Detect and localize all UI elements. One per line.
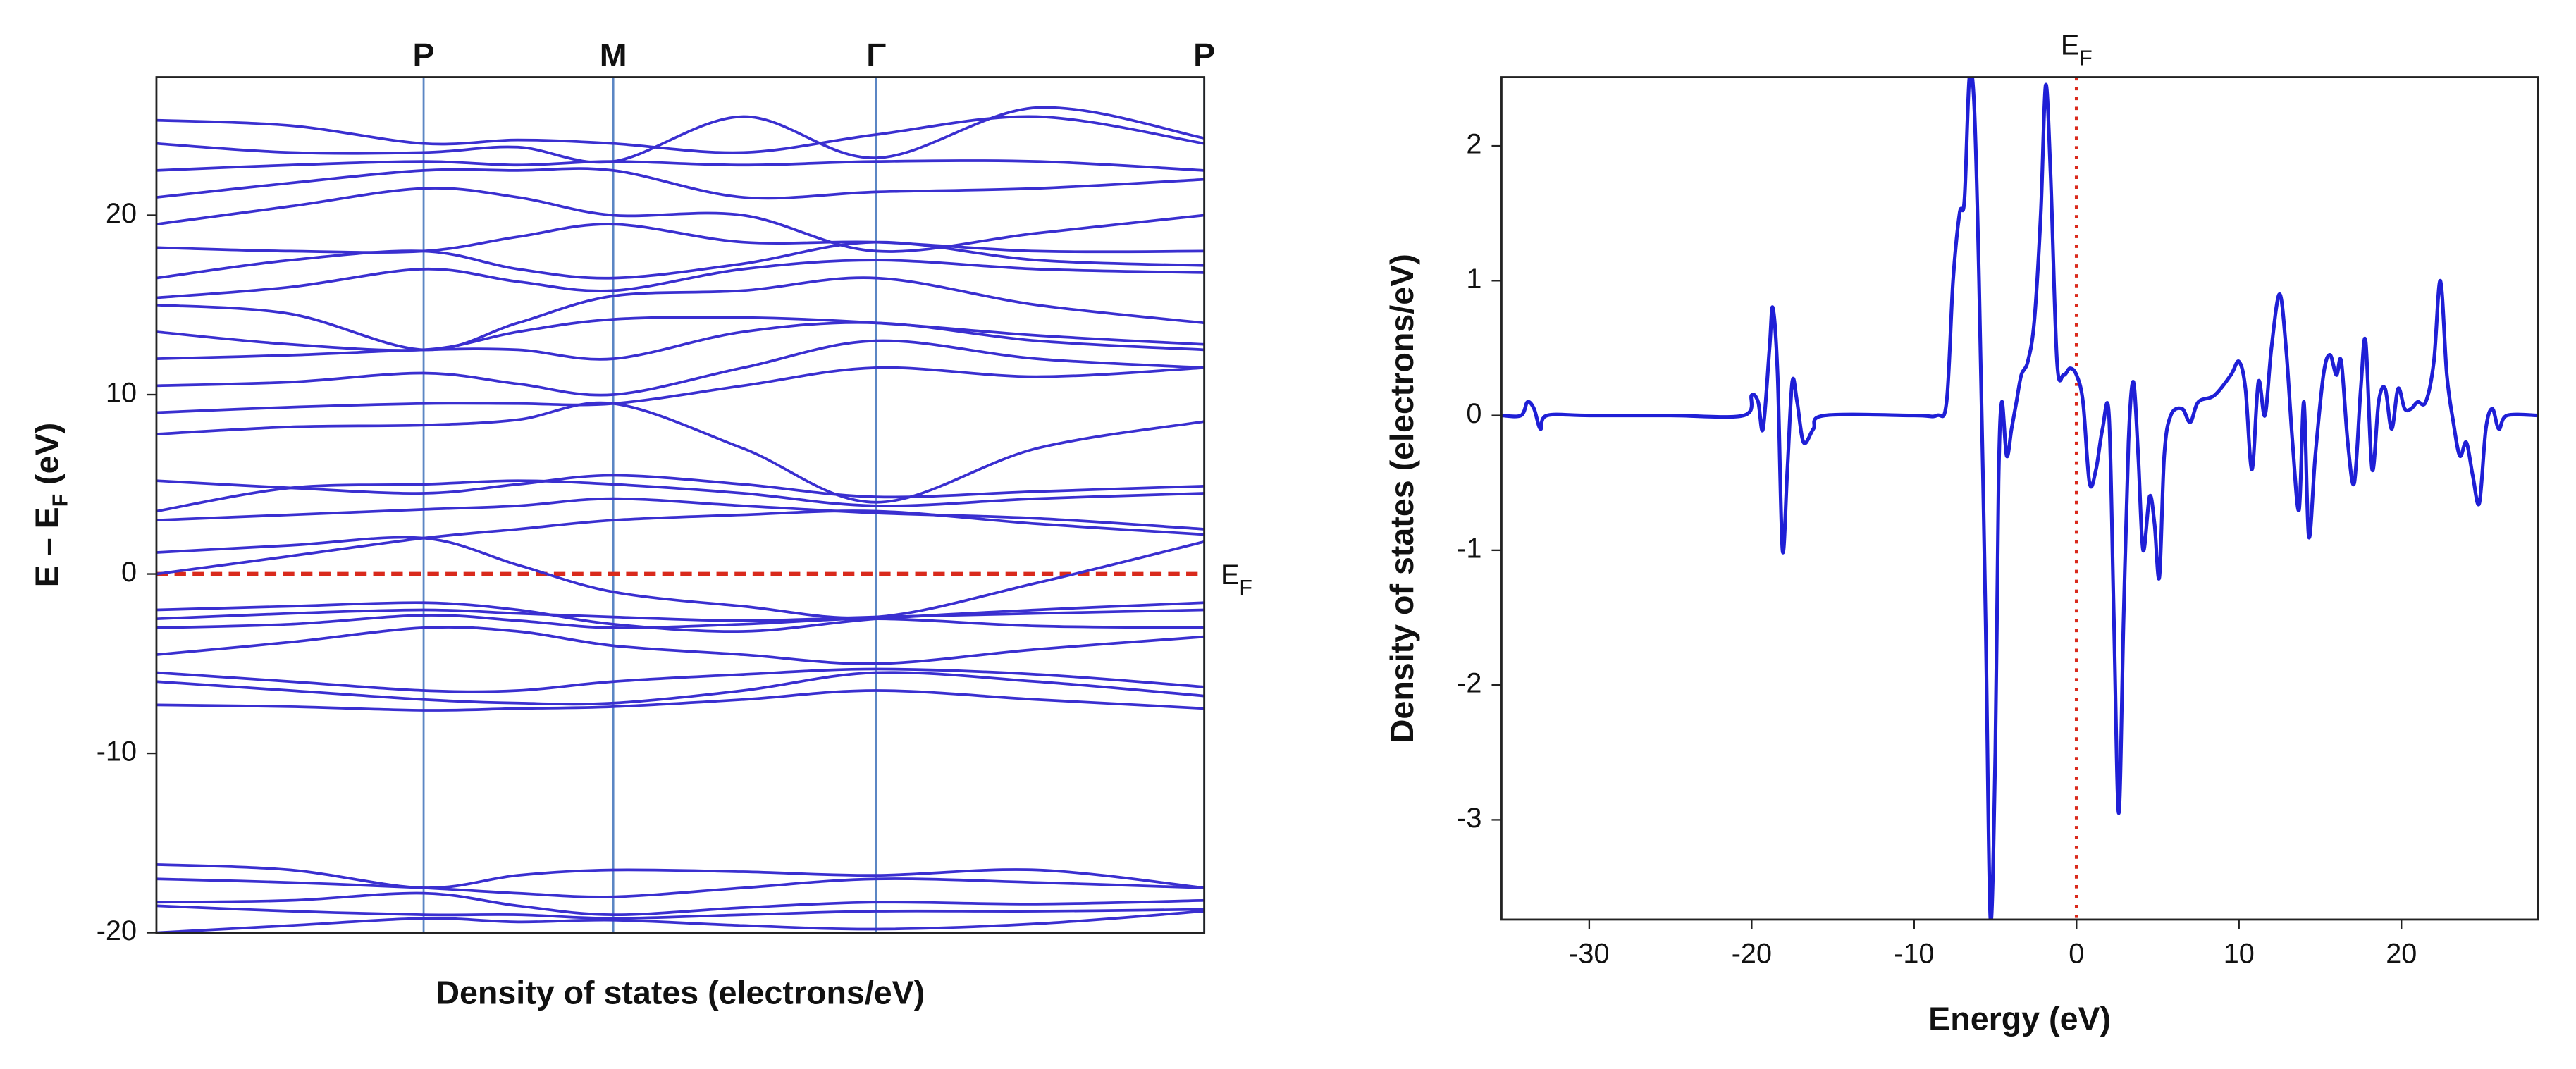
data-line bbox=[156, 106, 1204, 164]
data-line bbox=[156, 877, 1204, 898]
data-line bbox=[1501, 77, 2538, 920]
data-line bbox=[156, 904, 1204, 920]
x-tick-label: M bbox=[600, 37, 627, 73]
data-line bbox=[156, 601, 1204, 634]
data-line bbox=[156, 863, 1204, 889]
x-tick-label: -10 bbox=[1894, 939, 1934, 970]
x-tick-label: -20 bbox=[1732, 939, 1772, 970]
data-line bbox=[156, 321, 1204, 361]
data-line bbox=[156, 626, 1204, 665]
data-line bbox=[156, 167, 1204, 200]
data-line bbox=[156, 187, 1204, 253]
y-tick-label: -3 bbox=[1457, 803, 1481, 834]
x-tick-label: 10 bbox=[2224, 939, 2255, 970]
fermi-label: EF bbox=[1221, 560, 1252, 600]
fermi-label-part: E bbox=[2061, 30, 2079, 61]
y-tick-label: -20 bbox=[97, 915, 137, 946]
data-line bbox=[156, 474, 1204, 499]
y-tick-label: -2 bbox=[1457, 668, 1481, 699]
data-line bbox=[156, 159, 1204, 172]
fermi-label-part: F bbox=[1239, 576, 1252, 600]
data-line bbox=[156, 316, 1204, 352]
data-line bbox=[156, 401, 1204, 504]
data-line bbox=[156, 115, 1204, 154]
data-line bbox=[156, 667, 1204, 693]
y-tick-label: -10 bbox=[97, 736, 137, 767]
data-line bbox=[156, 240, 1204, 280]
x-tick-label: P bbox=[1193, 37, 1215, 73]
data-line bbox=[156, 910, 1204, 933]
y-tick-label: 0 bbox=[1466, 398, 1481, 429]
y-axis-label: E – EF (eV) bbox=[29, 423, 72, 587]
plot-frame bbox=[155, 76, 1206, 934]
y-tick-label: 1 bbox=[1466, 264, 1481, 295]
data-line bbox=[156, 689, 1204, 712]
x-tick-label: P bbox=[413, 37, 435, 73]
y-axis-label-part: E – E bbox=[29, 507, 66, 587]
fermi-label: EF bbox=[2061, 30, 2093, 70]
chart: -20 -10 0 10 20 P M Γ P Density of states (electr… bbox=[29, 37, 1252, 1011]
y-axis-label-part: (eV) bbox=[29, 423, 66, 494]
x-tick-label: 0 bbox=[2069, 939, 2084, 970]
series-group bbox=[1501, 77, 2538, 920]
y-tick-label: 0 bbox=[121, 557, 137, 588]
y-tick-label: 10 bbox=[106, 377, 137, 408]
y-axis-label: Density of states (electrons/eV) bbox=[1383, 254, 1420, 743]
data-line bbox=[156, 223, 1204, 254]
data-line bbox=[156, 509, 1204, 576]
x-tick-label: -30 bbox=[1569, 939, 1609, 970]
fermi-label-part: F bbox=[2079, 47, 2092, 70]
data-line bbox=[156, 479, 1204, 513]
data-line bbox=[156, 276, 1204, 352]
y-tick-label: -1 bbox=[1457, 533, 1481, 564]
y-tick-label: 2 bbox=[1466, 129, 1481, 160]
data-line bbox=[156, 366, 1204, 414]
data-line bbox=[156, 671, 1204, 706]
plot-frame bbox=[1500, 76, 2539, 921]
series-group bbox=[156, 106, 1204, 933]
data-line bbox=[156, 259, 1204, 299]
fermi-label-part: E bbox=[1221, 560, 1239, 591]
data-line bbox=[156, 497, 1204, 531]
y-axis-label-part: F bbox=[49, 494, 72, 507]
x-tick-label: 20 bbox=[2386, 939, 2417, 970]
data-line bbox=[156, 339, 1204, 397]
data-line bbox=[156, 536, 1204, 619]
data-line bbox=[156, 608, 1204, 622]
y-tick-label: 20 bbox=[106, 198, 137, 229]
x-axis-label: Density of states (electrons/eV) bbox=[436, 974, 925, 1011]
data-line bbox=[156, 891, 1204, 917]
x-tick-label: Γ bbox=[866, 37, 886, 73]
x-axis-label: Energy (eV) bbox=[1928, 1001, 2111, 1037]
